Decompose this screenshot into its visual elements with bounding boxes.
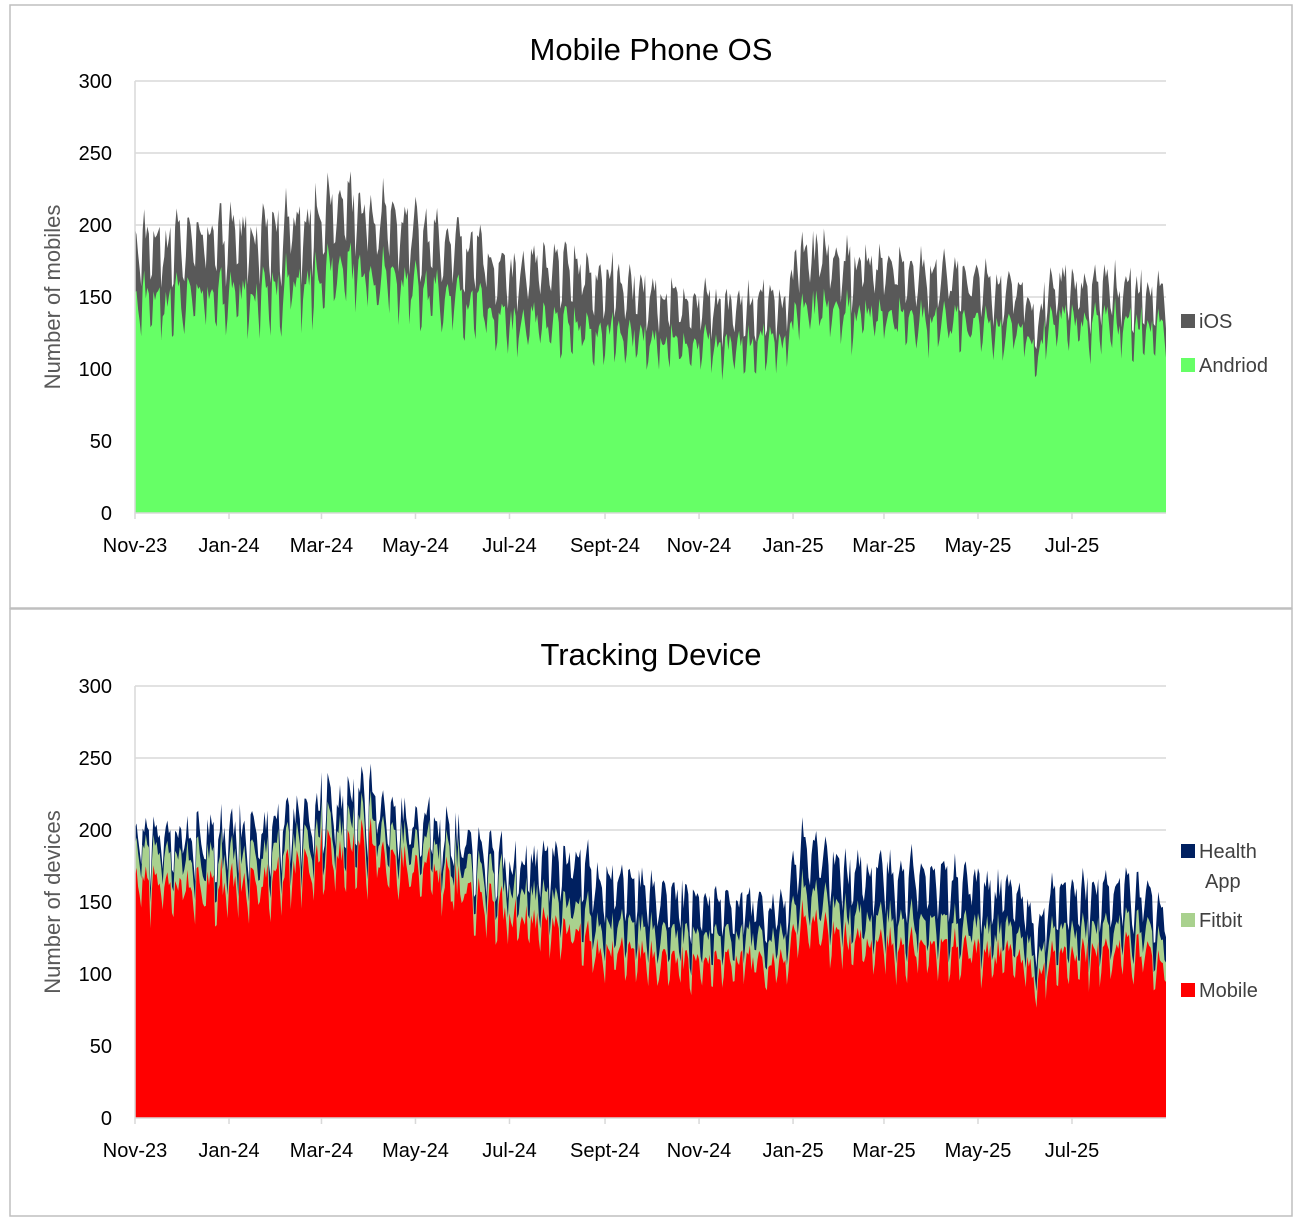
y-tick-label: 50 — [90, 1036, 112, 1058]
x-tick-label: Jan-24 — [198, 1140, 259, 1162]
area-series-mobile — [135, 818, 1166, 1118]
x-tick-label: Sept-24 — [570, 535, 640, 557]
x-tick-label: Mar-25 — [852, 535, 915, 557]
y-tick-label: 100 — [79, 359, 112, 381]
y-tick-label: 50 — [90, 431, 112, 453]
legend-label-line2: App — [1205, 871, 1241, 893]
axes: Nov-23 Jan-24 Mar-24 May-24 Jul-24 Sept-24 Nov… — [103, 686, 1166, 1162]
y-axis-label: Number of devices — [40, 810, 65, 993]
legend-swatch — [1181, 844, 1195, 858]
y-tick-label: 300 — [79, 71, 112, 93]
y-tick-label: 250 — [79, 748, 112, 770]
chart-title: Tracking Device — [540, 637, 761, 672]
x-tick-label: Jul-24 — [482, 1140, 536, 1162]
legend-label: iOS — [1199, 311, 1232, 333]
x-tick-label: May-24 — [382, 535, 449, 557]
area-series — [135, 763, 1166, 1118]
x-tick-label: Mar-24 — [290, 1140, 353, 1162]
x-tick-label: May-24 — [382, 1140, 449, 1162]
legend-swatch — [1181, 913, 1195, 927]
x-tick-label: May-25 — [945, 535, 1012, 557]
x-tick-label: Jul-25 — [1045, 535, 1099, 557]
axes: Nov-23 Jan-24 Mar-24 May-24 Jul-24 Sept-24 Nov… — [103, 81, 1166, 557]
x-tick-label: May-25 — [945, 1140, 1012, 1162]
panel-mobile-os: Mobile Phone OS Number of mobiles 0 50 100… — [9, 4, 1293, 609]
y-tick-label: 150 — [79, 892, 112, 914]
legend-label: Health — [1199, 841, 1257, 863]
x-tick-label: Nov-24 — [667, 535, 731, 557]
legend: iOS Andriod — [1181, 311, 1268, 377]
legend-swatch — [1181, 358, 1195, 372]
legend-label: Andriod — [1199, 355, 1268, 377]
y-tick-label: 0 — [101, 1108, 112, 1130]
x-tick-label: Nov-23 — [103, 1140, 167, 1162]
x-tick-label: Jan-25 — [762, 535, 823, 557]
y-tick-label: 300 — [79, 676, 112, 698]
y-tick-label: 100 — [79, 964, 112, 986]
x-tick-label: Sept-24 — [570, 1140, 640, 1162]
chart-title: Mobile Phone OS — [530, 32, 773, 67]
x-tick-label: Mar-25 — [852, 1140, 915, 1162]
y-tick-label: 250 — [79, 143, 112, 165]
area-series — [135, 171, 1166, 513]
legend-label: Fitbit — [1199, 910, 1243, 932]
y-axis-label: Number of mobiles — [40, 205, 65, 390]
x-tick-label: Jul-25 — [1045, 1140, 1099, 1162]
y-tick-label: 200 — [79, 215, 112, 237]
legend-swatch — [1181, 314, 1195, 328]
panel-tracking-device: Tracking Device Number of devices 0 50 100… — [9, 608, 1293, 1217]
x-tick-label: Jul-24 — [482, 535, 536, 557]
x-tick-label: Jan-25 — [762, 1140, 823, 1162]
x-tick-label: Mar-24 — [290, 535, 353, 557]
y-tick-label: 200 — [79, 820, 112, 842]
y-tick-label: 150 — [79, 287, 112, 309]
x-tick-label: Jan-24 — [198, 535, 259, 557]
x-tick-label: Nov-23 — [103, 535, 167, 557]
legend: Health App Fitbit Mobile — [1181, 841, 1258, 1002]
legend-swatch — [1181, 983, 1195, 997]
x-tick-label: Nov-24 — [667, 1140, 731, 1162]
area-series-andriod — [135, 242, 1166, 513]
legend-label: Mobile — [1199, 980, 1258, 1002]
y-tick-label: 0 — [101, 503, 112, 525]
